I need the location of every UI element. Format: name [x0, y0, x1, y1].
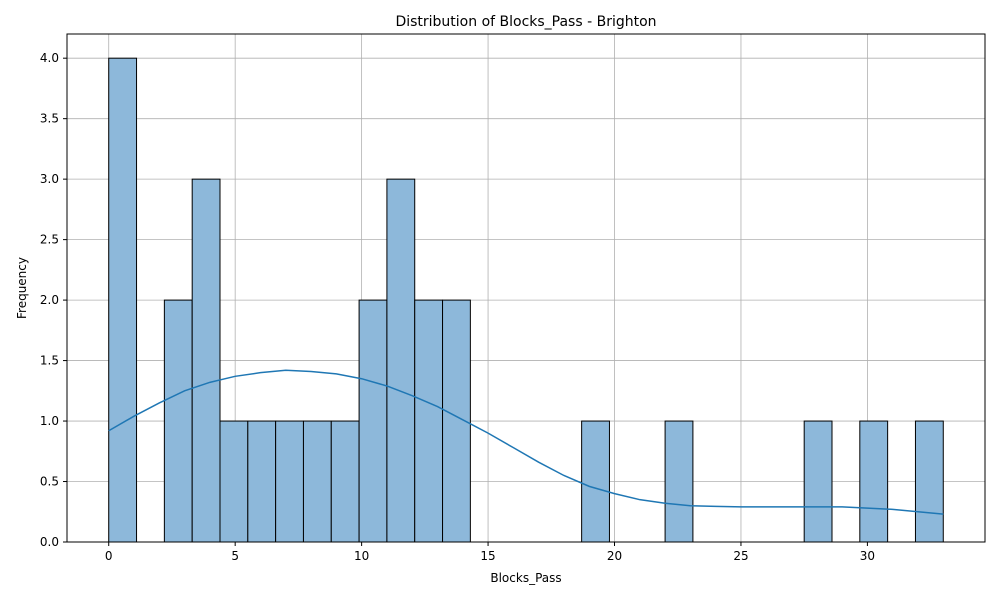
y-tick-label: 1.0 [40, 414, 59, 428]
histogram-bar [330, 420, 360, 543]
x-tick-label: 20 [607, 549, 622, 563]
histogram-bar [219, 420, 249, 543]
y-axis-label: Frequency [15, 257, 29, 319]
kde-curve-group [108, 369, 944, 515]
histogram-bar [191, 178, 221, 543]
histogram-bar [386, 178, 416, 543]
x-tick-label: 10 [354, 549, 369, 563]
y-tick-label: 2.0 [40, 293, 59, 307]
x-axis-ticks: 0 5 10 15 20 25 30 [105, 542, 875, 563]
histogram-bar [664, 420, 694, 543]
y-tick-label: 3.0 [40, 172, 59, 186]
y-tick-label: 4.0 [40, 51, 59, 65]
histogram-bar [302, 420, 332, 543]
x-tick-label: 0 [105, 549, 113, 563]
kde-curve [108, 369, 944, 515]
y-tick-label: 0.5 [40, 475, 59, 489]
histogram-bar [581, 420, 610, 543]
histogram-bars [108, 57, 944, 543]
chart-title: Distribution of Blocks_Pass - Brighton [395, 14, 656, 30]
histogram-bar [275, 420, 304, 543]
histogram-bar [414, 299, 444, 543]
x-tick-label: 25 [733, 549, 748, 563]
histogram-bar [163, 299, 193, 543]
y-tick-label: 0.0 [40, 535, 59, 549]
histogram-bar [803, 420, 833, 543]
y-tick-label: 3.5 [40, 112, 59, 126]
x-tick-label: 15 [480, 549, 495, 563]
y-axis-ticks: 0.0 0.5 1.0 1.5 2.0 2.5 3.0 3.5 4.0 [40, 51, 67, 549]
histogram-bar [247, 420, 277, 543]
plot-frame [66, 33, 986, 543]
x-tick-label: 5 [231, 549, 239, 563]
histogram-bar [358, 299, 388, 543]
histogram-bar [859, 420, 889, 543]
histogram-bar [914, 420, 944, 543]
histogram-bar [108, 57, 138, 543]
y-tick-label: 2.5 [40, 233, 59, 247]
y-tick-label: 1.5 [40, 354, 59, 368]
x-tick-label: 30 [860, 549, 875, 563]
x-axis-label: Blocks_Pass [490, 571, 561, 585]
